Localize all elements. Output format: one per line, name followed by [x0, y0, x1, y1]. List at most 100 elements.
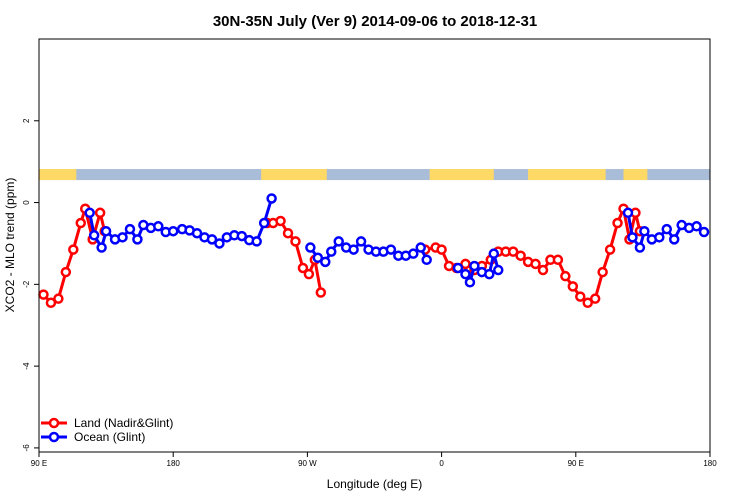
series-1-point-0-25: [266, 193, 277, 204]
x-tick-label-0: 90 E: [31, 459, 47, 468]
series-1-point-2-1: [460, 268, 471, 280]
legend: Land (Nadir&Glint) Ocean (Glint): [41, 416, 173, 444]
series-1-point-0-1: [88, 230, 100, 241]
land-band-segment-1: [261, 169, 327, 181]
series-0-point-2-25: [612, 217, 623, 229]
x-tick-label-4: 90 E: [568, 459, 584, 468]
land-band-segment-2: [429, 169, 494, 181]
series-1-point-0-5: [117, 232, 128, 243]
series-0-line-2: [424, 207, 642, 305]
series-0-point-2-17: [552, 254, 564, 266]
land-band-segment-3: [528, 169, 606, 181]
series-0-point-2-21: [582, 297, 593, 308]
ocean-band: [39, 169, 710, 181]
series-1-point-2-3: [469, 260, 480, 272]
series-0-point-2-20: [575, 291, 586, 302]
series-0-point-1-8: [315, 287, 327, 298]
series-1-point-0-2: [96, 242, 107, 253]
legend-land-label: Land (Nadir&Glint): [74, 416, 173, 430]
series-0-point-2-19: [567, 281, 579, 292]
series-0-point-1-6: [303, 268, 315, 280]
legend-item-ocean: Ocean (Glint): [41, 430, 145, 444]
series-1-point-0-0: [84, 207, 95, 219]
series-0-point-2-5: [460, 258, 471, 270]
series-1-point-1-7: [355, 236, 367, 247]
series-1-point-3-2: [634, 242, 646, 253]
series-0-point-0-5: [75, 217, 87, 229]
y-tick-label-1: 0: [22, 200, 31, 205]
chart-title: 30N-35N July (Ver 9) 2014-09-06 to 2018-…: [213, 13, 537, 30]
series-1-point-0-23: [251, 236, 262, 247]
landmask-band: [39, 169, 710, 181]
y-tick-label-2: -2: [22, 280, 31, 288]
series-1-point-0-15: [191, 227, 203, 239]
series-1: [84, 193, 710, 288]
series-0-point-1-5: [297, 262, 309, 274]
series-1-point-1-3: [326, 246, 337, 257]
series-0-point-0-4: [68, 244, 79, 255]
series-1-point-1-11: [385, 244, 397, 255]
series-1-point-0-3: [100, 225, 112, 237]
series-0-point-2-2: [436, 244, 447, 255]
land-band-segment-4: [623, 169, 648, 181]
series-0-point-0-3: [60, 266, 72, 278]
series-1-point-1-0: [305, 242, 316, 253]
x-tick-label-2: 90 W: [298, 459, 317, 468]
y-tick-label-4: -6: [22, 444, 31, 452]
series-1-point-3-5: [654, 232, 665, 243]
y-tick-label-0: 2: [22, 118, 31, 123]
x-axis-ticks: 90 E 180 90 W 0 90 E 180: [31, 452, 717, 468]
series-0-point-0-2: [53, 293, 64, 304]
series-0-point-2-24: [604, 244, 616, 255]
series-0-point-2-15: [537, 264, 549, 276]
series-0-point-0-8: [94, 207, 106, 219]
x-tick-label-3: 0: [439, 459, 444, 468]
legend-ocean-label: Ocean (Glint): [74, 430, 145, 444]
series-1-point-2-6: [488, 248, 500, 259]
series-1-point-0-7: [132, 234, 143, 245]
series-1-point-1-14: [408, 248, 419, 259]
series-1-point-0-17: [206, 234, 218, 245]
legend-ocean-marker: [48, 431, 60, 443]
series-1-point-0-21: [236, 230, 248, 242]
series-0-point-2-12: [515, 250, 526, 261]
series-1-point-1-1: [312, 252, 324, 264]
series-1-point-0-24: [258, 217, 270, 229]
series-0-point-0-1: [45, 297, 57, 308]
series-1-point-2-0: [452, 262, 464, 274]
series-0-point-2-14: [530, 258, 541, 270]
series-1-point-3-10: [691, 221, 702, 232]
series-1-point-0-6: [124, 223, 136, 235]
series-0-point-2-18: [560, 270, 571, 282]
plot-series: [38, 193, 710, 308]
land-band-segment-0: [39, 169, 77, 181]
series-1-point-3-11: [698, 226, 710, 238]
series-1-point-2-7: [493, 264, 504, 276]
x-tick-label-5: 180: [703, 459, 717, 468]
series-0-point-2-11: [507, 246, 519, 257]
series-0-point-0-0: [38, 289, 49, 300]
series-1-point-3-1: [627, 232, 638, 243]
series-0-line-0: [42, 207, 107, 305]
plot-frame: [38, 38, 711, 453]
series-1-point-3-6: [661, 223, 673, 235]
series-0-point-1-2: [275, 215, 286, 227]
series-0-point-2-23: [597, 266, 608, 278]
series-0: [38, 203, 646, 308]
series-1-point-0-18: [214, 238, 225, 249]
series-1-point-1-16: [421, 254, 432, 266]
series-1-point-1-2: [320, 256, 331, 268]
series-1-point-3-7: [668, 234, 680, 245]
series-1-point-0-10: [153, 221, 164, 232]
series-1-point-3-3: [639, 225, 650, 237]
x-tick-label-1: 180: [167, 459, 181, 468]
y-axis-label: XCO2 - MLO trend (ppm): [3, 178, 17, 313]
series-0-point-1-3: [282, 227, 294, 239]
series-1-point-1-15: [415, 242, 426, 253]
legend-item-land: Land (Nadir&Glint): [41, 416, 173, 430]
series-0-point-1-4: [290, 236, 301, 247]
series-1-point-1-4: [333, 236, 344, 247]
legend-land-marker: [48, 417, 60, 429]
series-1-point-2-5: [484, 268, 495, 280]
